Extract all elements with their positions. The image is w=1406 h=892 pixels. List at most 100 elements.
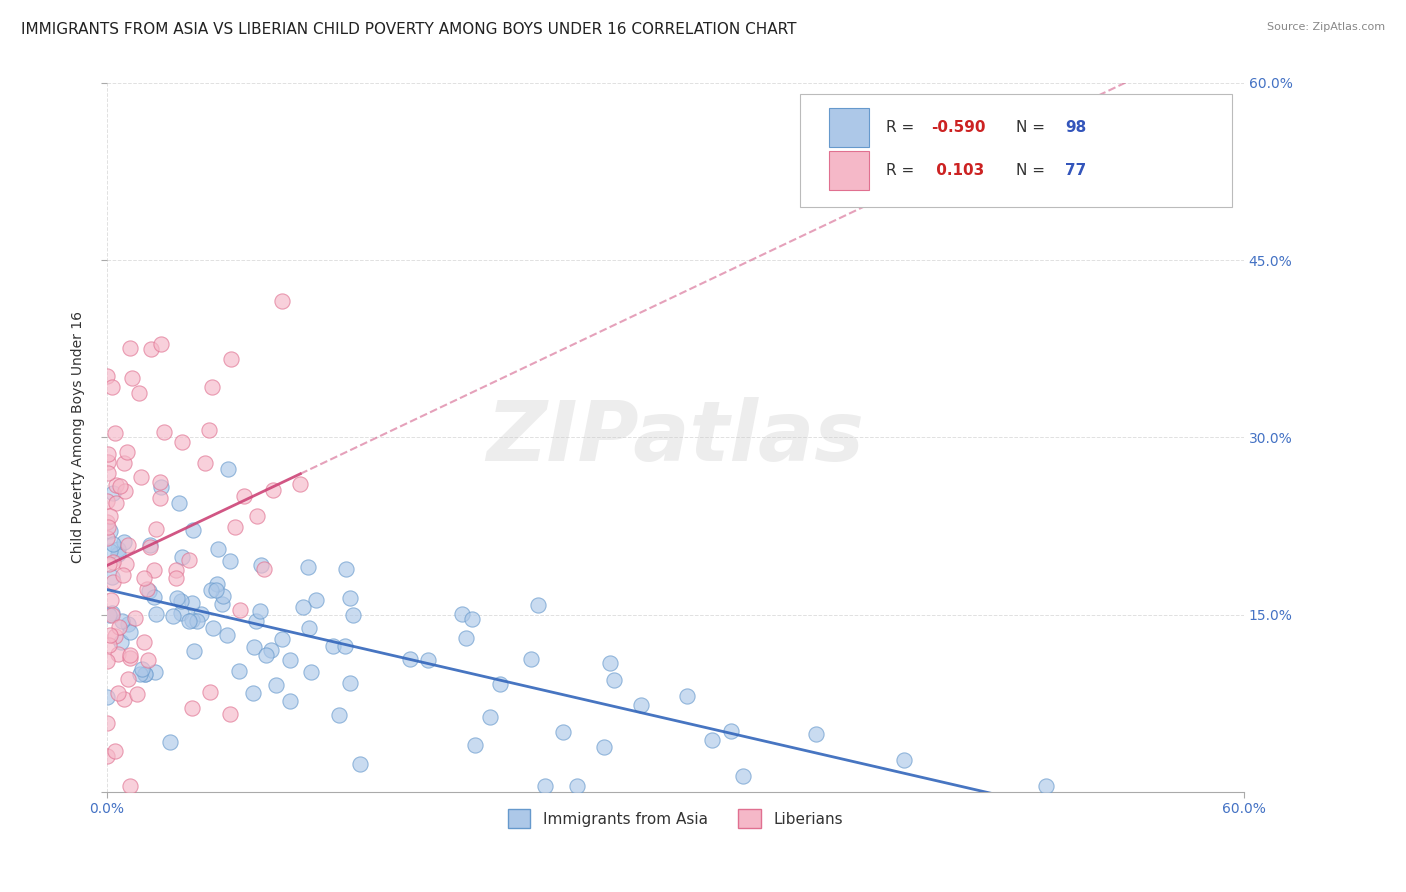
Text: -0.590: -0.590 <box>931 120 986 135</box>
Point <box>212 589 235 603</box>
Point <box>96 748 118 763</box>
Point <box>246 508 269 523</box>
Point <box>98 628 121 642</box>
Point <box>322 640 344 654</box>
Point <box>101 537 124 551</box>
Text: R =: R = <box>886 120 918 135</box>
Point <box>217 462 239 476</box>
Point <box>342 607 364 622</box>
Point <box>335 562 357 576</box>
Point <box>134 667 156 681</box>
Point <box>194 456 217 470</box>
Text: 0.103: 0.103 <box>931 162 984 178</box>
Point <box>349 757 371 772</box>
Point <box>630 698 652 712</box>
Point <box>177 614 200 628</box>
Point <box>136 582 159 596</box>
Point <box>221 351 243 366</box>
Point <box>105 496 128 510</box>
Point <box>149 337 172 351</box>
Point <box>101 485 124 500</box>
Point <box>104 478 127 492</box>
Text: 98: 98 <box>1066 120 1087 135</box>
Point <box>132 571 155 585</box>
Point <box>219 554 242 568</box>
Point <box>219 706 242 721</box>
Point <box>97 608 120 623</box>
Point <box>97 520 120 534</box>
Point <box>720 723 742 738</box>
Point <box>451 607 474 622</box>
Point <box>104 425 127 440</box>
Point <box>165 563 187 577</box>
Point <box>96 368 118 383</box>
FancyBboxPatch shape <box>828 151 869 190</box>
Point <box>101 575 124 590</box>
Point <box>98 524 121 538</box>
Point <box>180 613 202 627</box>
Point <box>120 342 142 356</box>
Point <box>139 540 162 554</box>
Point <box>110 635 132 649</box>
Point <box>145 522 167 536</box>
Text: ZIPatlas: ZIPatlas <box>486 397 865 478</box>
Point <box>97 447 120 461</box>
Point <box>170 594 193 608</box>
Point <box>291 599 314 614</box>
Point <box>149 480 172 494</box>
Point <box>117 538 139 552</box>
Point <box>565 779 588 793</box>
Point <box>114 557 136 571</box>
Point <box>278 694 301 708</box>
Point <box>96 654 118 668</box>
Point <box>297 560 319 574</box>
Point <box>104 629 127 643</box>
Point <box>299 665 322 679</box>
Point <box>551 725 574 739</box>
Point <box>205 576 228 591</box>
Point <box>172 435 194 450</box>
Point <box>250 558 273 572</box>
Point <box>117 616 139 631</box>
Point <box>120 779 142 793</box>
Point <box>172 549 194 564</box>
Point <box>98 544 121 558</box>
Point <box>96 515 118 529</box>
Point <box>103 555 125 569</box>
Point <box>242 640 264 655</box>
Point <box>145 607 167 622</box>
Point <box>96 455 118 469</box>
Point <box>118 625 141 640</box>
Point <box>253 562 276 576</box>
Point <box>298 621 321 635</box>
Text: N =: N = <box>1017 162 1050 178</box>
Point <box>254 648 277 662</box>
Point <box>197 423 219 437</box>
Point <box>134 635 156 649</box>
Point <box>224 520 246 534</box>
Point <box>96 531 118 545</box>
Point <box>142 590 165 604</box>
Point <box>98 509 121 524</box>
Point <box>339 591 361 606</box>
Point <box>162 608 184 623</box>
Point <box>700 732 723 747</box>
Point <box>112 534 135 549</box>
FancyBboxPatch shape <box>828 108 869 147</box>
Point <box>101 607 124 622</box>
Point <box>211 597 233 611</box>
Point <box>534 779 557 793</box>
Point <box>121 371 143 385</box>
Point <box>228 665 250 679</box>
Point <box>893 753 915 767</box>
Point <box>153 425 176 439</box>
Point <box>108 620 131 634</box>
Point <box>305 593 328 607</box>
Point <box>398 651 420 665</box>
Point <box>602 673 624 688</box>
Point <box>149 475 172 490</box>
Point <box>97 466 120 480</box>
Point <box>107 647 129 661</box>
Point <box>202 621 225 635</box>
Point <box>131 663 153 677</box>
